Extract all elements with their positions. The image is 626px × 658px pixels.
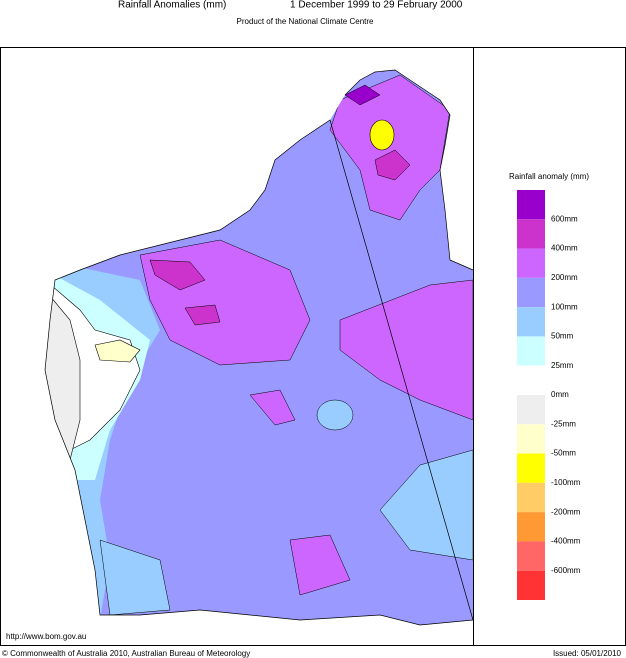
legend-swatch — [517, 365, 545, 395]
legend-label: 400mm — [551, 244, 578, 253]
legend-swatch — [517, 277, 545, 308]
map — [45, 70, 473, 625]
url: http://www.bom.gov.au — [6, 632, 86, 641]
legend-swatch — [517, 336, 545, 366]
subtitle: Product of the National Climate Centre — [237, 17, 375, 26]
issued: Issued: 05/01/2010 — [553, 649, 622, 658]
legend-label: 0mm — [551, 390, 569, 399]
legend-label: -600mm — [551, 566, 581, 575]
legend-label: 600mm — [551, 214, 578, 223]
legend: 600mm 400mm 200mm 100mm 50mm 25mm 0mm -25mm -50m… — [517, 190, 581, 600]
legend-label: 200mm — [551, 273, 578, 282]
copyright: © Commonwealth of Australia 2010, Austra… — [2, 649, 250, 658]
legend-swatch — [517, 512, 545, 542]
legend-swatch — [517, 453, 545, 483]
legend-label: 50mm — [551, 332, 574, 341]
legend-swatch — [517, 424, 545, 454]
legend-label: -400mm — [551, 537, 581, 546]
legend-swatch — [517, 248, 545, 278]
legend-label: 100mm — [551, 302, 578, 311]
legend-swatch — [517, 541, 545, 571]
legend-label: 25mm — [551, 361, 574, 370]
title: Rainfall Anomalies (mm) — [118, 0, 226, 11]
legend-swatch — [517, 190, 545, 220]
legend-title: Rainfall anomaly (mm) — [509, 172, 589, 181]
legend-label: -25mm — [551, 419, 576, 428]
period: 1 December 1999 to 29 February 2000 — [290, 0, 463, 11]
legend-swatch — [517, 395, 545, 425]
legend-label: -50mm — [551, 449, 576, 458]
coastline — [44, 69, 474, 626]
legend-label: -200mm — [551, 507, 581, 516]
legend-swatch — [517, 219, 545, 249]
legend-swatch — [517, 307, 545, 337]
legend-label: -100mm — [551, 478, 581, 487]
legend-swatch — [517, 482, 545, 513]
legend-swatch — [517, 570, 545, 600]
